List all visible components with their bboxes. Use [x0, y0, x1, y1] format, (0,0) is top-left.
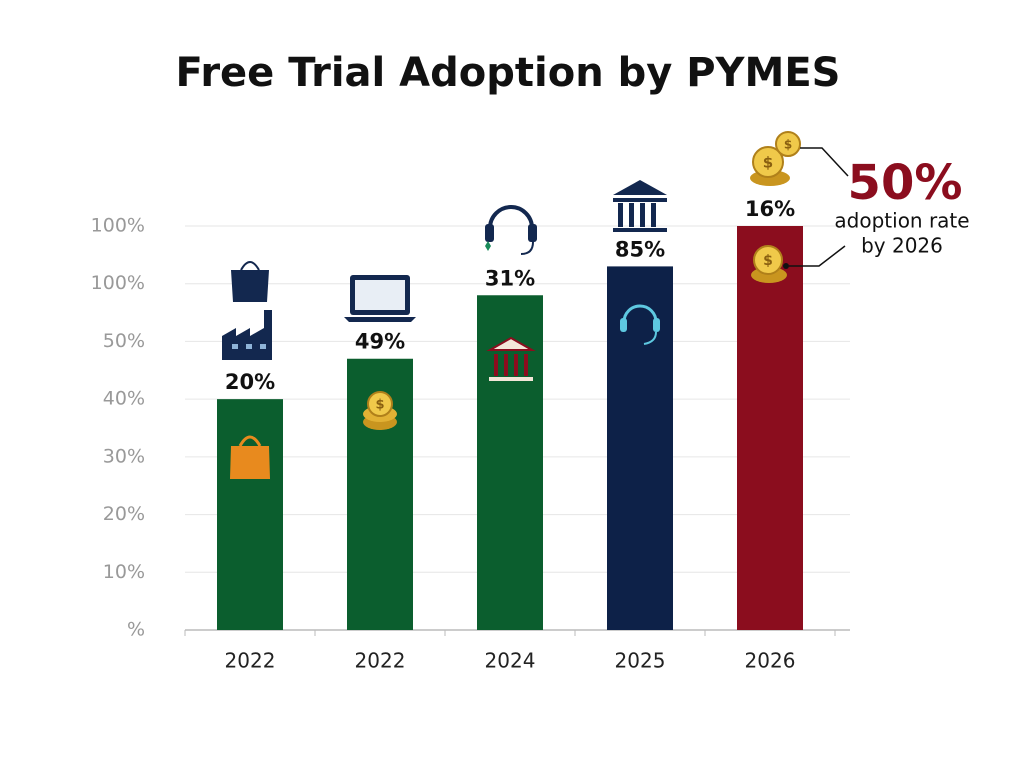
- x-tick-label: 2025: [615, 649, 666, 673]
- bar: [477, 295, 543, 630]
- y-tick-label: 30%: [103, 445, 145, 467]
- y-tick-label: 100%: [91, 272, 145, 294]
- bar-label: 20%: [225, 370, 275, 394]
- y-tick-label: 10%: [103, 561, 145, 583]
- callout-text: by 2026: [861, 234, 943, 258]
- icons: $ $ $ $: [222, 131, 849, 479]
- callout-value: 50%: [848, 155, 963, 211]
- y-tick-label: 40%: [103, 388, 145, 410]
- x-tick-label: 2024: [485, 649, 536, 673]
- chart-title: Free Trial Adoption by PYMES: [176, 50, 841, 96]
- x-tick-label: 2022: [225, 649, 276, 673]
- bar: [737, 226, 803, 630]
- bar-label: 31%: [485, 266, 535, 290]
- bar-label: 85%: [615, 237, 665, 261]
- y-tick-label: 20%: [103, 503, 145, 525]
- bar: [607, 266, 673, 630]
- bar: [217, 399, 283, 630]
- svg-text:$: $: [763, 253, 773, 269]
- y-tick-label: 100%: [91, 215, 145, 237]
- bar-label: 49%: [355, 330, 405, 354]
- y-tick-label: %: [127, 619, 145, 641]
- y-tick-label: 50%: [103, 330, 145, 352]
- svg-text:$: $: [375, 398, 384, 413]
- x-tick-label: 2026: [745, 649, 796, 673]
- svg-text:$: $: [763, 154, 773, 172]
- svg-text:$: $: [784, 138, 792, 152]
- x-tick-label: 2022: [355, 649, 406, 673]
- bar-label: 16%: [745, 197, 795, 221]
- callout-text: adoption rate: [834, 209, 969, 233]
